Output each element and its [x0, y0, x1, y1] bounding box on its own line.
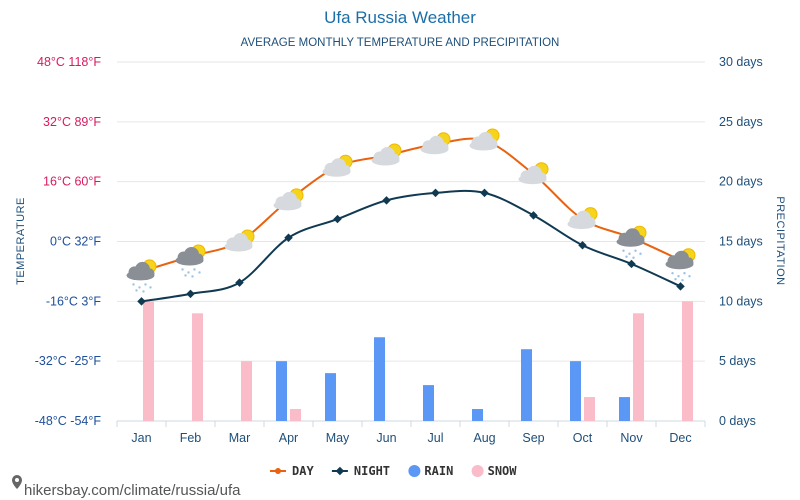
- precipitation-tick-label: 20 days: [719, 175, 763, 189]
- legend-item-night[interactable]: NIGHT: [331, 464, 390, 478]
- month-label: Aug: [473, 431, 495, 445]
- month-label: Nov: [620, 431, 643, 445]
- night-point: [627, 259, 636, 269]
- night-point: [235, 278, 244, 287]
- night-point: [284, 233, 293, 243]
- month-label: May: [326, 431, 350, 445]
- legend-item-snow[interactable]: SNOW: [471, 464, 518, 478]
- night-temperature-line: [141, 189, 681, 303]
- night-point: [382, 196, 391, 205]
- precipitation-tick-label: 30 days: [719, 55, 763, 69]
- sun-cloud-icon: [518, 162, 549, 185]
- night-point: [676, 282, 685, 291]
- sun-cloud-icon: [224, 229, 255, 252]
- night-point: [137, 297, 146, 306]
- night-point: [578, 240, 587, 250]
- precipitation-bars: [143, 301, 693, 421]
- sun-cloud-icon: [420, 132, 451, 155]
- legend-label: NIGHT: [354, 464, 390, 478]
- month-label: Jan: [131, 431, 151, 445]
- month-label: Mar: [229, 431, 251, 445]
- snow-bar: [290, 409, 301, 421]
- temperature-tick-label: -48°C -54°F: [35, 414, 102, 428]
- sun-cloud-icon: [567, 207, 598, 230]
- temperature-tick-label: 0°C 32°F: [50, 235, 101, 249]
- temperature-lines: [137, 137, 685, 306]
- snow-cloud-icon: [126, 259, 157, 293]
- snow-cloud-icon: [616, 225, 647, 259]
- rain-bar: [374, 337, 385, 421]
- precipitation-axis-label: PRECIPITATION: [774, 196, 786, 285]
- precipitation-axis: 30 days 25 days 20 days 15 days 10 days 5 day…: [719, 55, 763, 428]
- month-axis: Jan Feb Mar Apr May Jun Jul Aug Sep Oct Nov Dec: [131, 431, 691, 445]
- month-label: Dec: [669, 431, 691, 445]
- snow-bar: [143, 301, 154, 421]
- snow-bar: [241, 361, 252, 421]
- temperature-tick-label: 48°C 118°F: [37, 55, 101, 69]
- chart-title: Ufa Russia Weather: [324, 8, 476, 27]
- night-point: [480, 188, 489, 198]
- legend-label: SNOW: [488, 464, 518, 478]
- temperature-tick-label: -32°C -25°F: [35, 354, 102, 368]
- weather-icons: [126, 128, 696, 293]
- rain-bar: [472, 409, 483, 421]
- rain-bar: [521, 349, 532, 421]
- month-label: Apr: [279, 431, 298, 445]
- temperature-tick-label: -16°C 3°F: [46, 294, 102, 308]
- chart-subtitle: AVERAGE MONTHLY TEMPERATURE AND PRECIPIT…: [241, 37, 560, 49]
- precipitation-tick-label: 5 days: [719, 354, 756, 368]
- snow-bar: [192, 313, 203, 421]
- source-link[interactable]: hikersbay.com/climate/russia/ufa: [12, 475, 241, 499]
- legend-item-day[interactable]: DAY: [270, 464, 314, 478]
- night-point: [186, 289, 195, 299]
- snow-cloud-icon: [665, 248, 696, 282]
- precipitation-tick-label: 15 days: [719, 235, 763, 249]
- temperature-axis-label: TEMPERATURE: [15, 197, 27, 285]
- precipitation-tick-label: 0 days: [719, 414, 756, 428]
- source-text[interactable]: hikersbay.com/climate/russia/ufa: [24, 482, 241, 499]
- rain-bar: [423, 385, 434, 421]
- month-label: Jul: [428, 431, 444, 445]
- legend-label: DAY: [292, 464, 314, 478]
- rain-bar: [619, 397, 630, 421]
- night-point: [431, 188, 440, 198]
- night-point: [529, 211, 538, 220]
- rain-bar: [570, 361, 581, 421]
- pin-icon: [12, 475, 22, 489]
- rain-bar: [325, 373, 336, 421]
- sun-cloud-icon: [469, 128, 500, 151]
- snow-bar: [682, 301, 693, 421]
- precipitation-tick-label: 25 days: [719, 115, 763, 129]
- legend-label: RAIN: [424, 464, 453, 478]
- month-label: Sep: [522, 431, 544, 445]
- sun-cloud-icon: [371, 143, 402, 166]
- temperature-tick-label: 16°C 60°F: [43, 175, 101, 189]
- chart-legend: DAY NIGHT RAIN SNOW: [270, 464, 517, 478]
- month-label: Feb: [180, 431, 202, 445]
- sun-cloud-icon: [322, 154, 353, 177]
- legend-item-rain[interactable]: RAIN: [408, 464, 453, 478]
- snow-cloud-icon: [175, 244, 206, 278]
- month-label: Oct: [573, 431, 593, 445]
- snow-bar: [584, 397, 595, 421]
- month-label: Jun: [376, 431, 396, 445]
- temperature-axis: 48°C 118°F 32°C 89°F 16°C 60°F 0°C 32°F -16°…: [35, 55, 102, 428]
- temperature-tick-label: 32°C 89°F: [43, 115, 101, 129]
- grid-lines: [116, 61, 706, 427]
- precipitation-tick-label: 10 days: [719, 294, 763, 308]
- snow-bar: [633, 313, 644, 421]
- rain-bar: [276, 361, 287, 421]
- night-point: [333, 214, 342, 224]
- sun-cloud-icon: [273, 188, 304, 211]
